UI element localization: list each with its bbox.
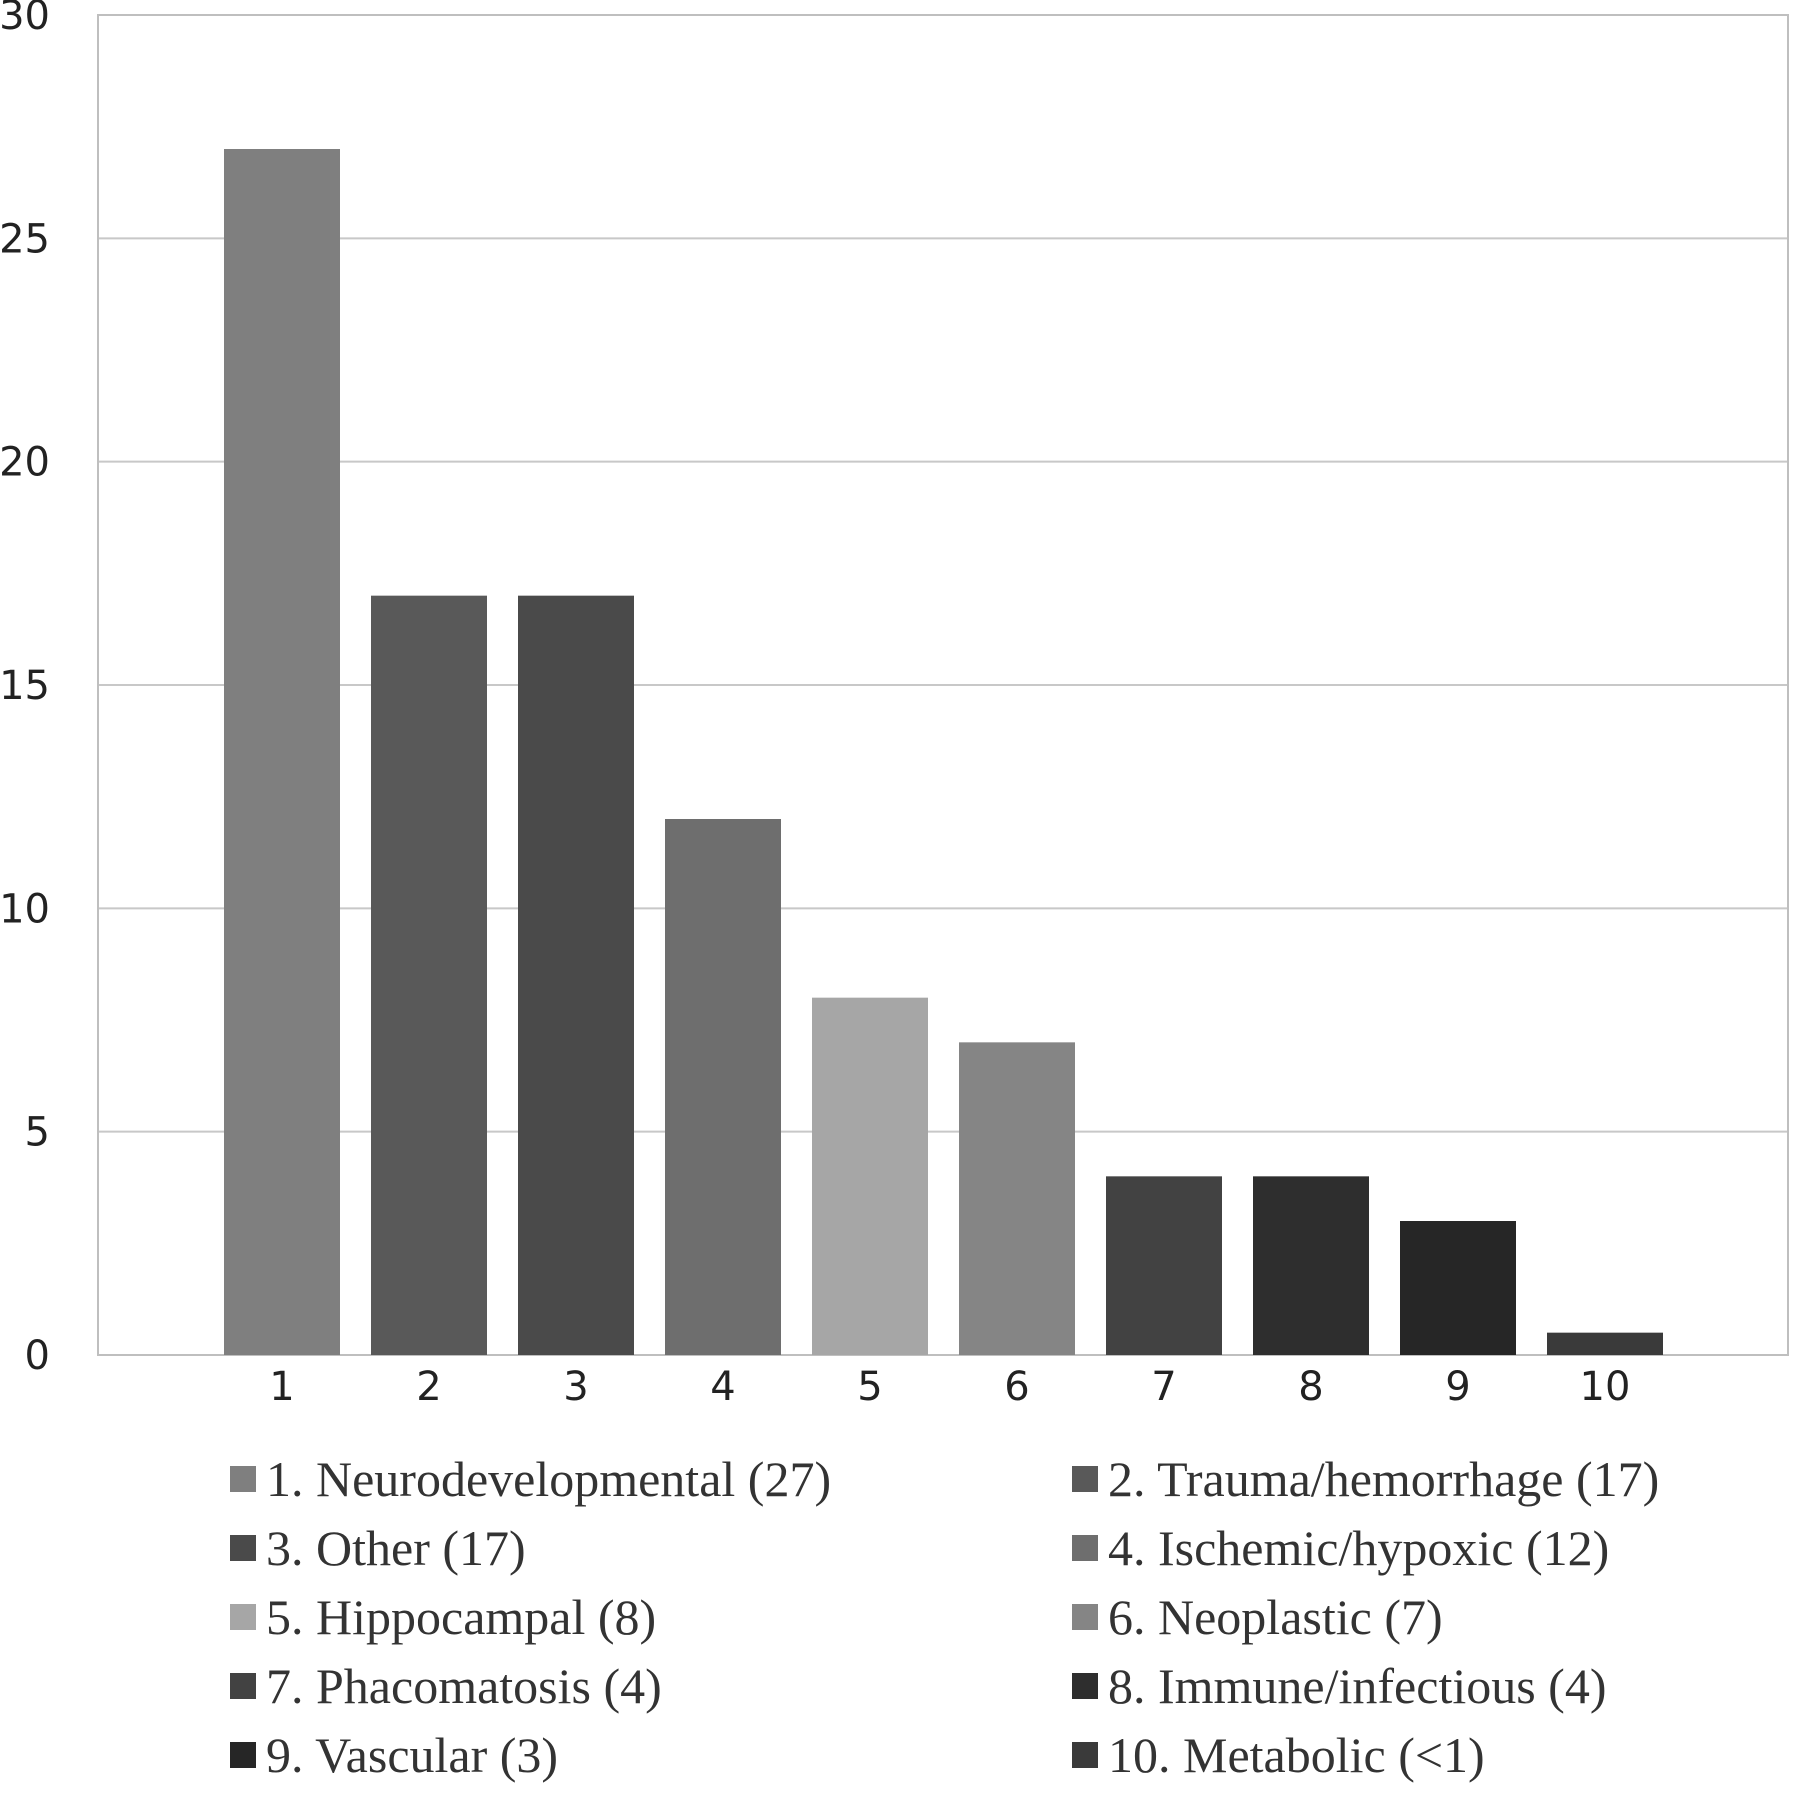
y-tick-label: 0 xyxy=(25,1333,50,1379)
legend-swatch xyxy=(230,1742,256,1768)
bar-8 xyxy=(1253,1176,1369,1355)
bar-3 xyxy=(518,595,634,1355)
legend-item: 2. Trauma/hemorrhage (17) xyxy=(1072,1450,1659,1508)
legend-swatch xyxy=(1072,1535,1098,1561)
x-tick-label: 8 xyxy=(1298,1364,1323,1410)
bar-6 xyxy=(959,1042,1075,1355)
y-tick-label: 30 xyxy=(0,0,50,39)
legend-label: 2. Trauma/hemorrhage (17) xyxy=(1108,1451,1660,1507)
legend-item: 9. Vascular (3) xyxy=(230,1726,558,1784)
x-tick-label: 2 xyxy=(416,1364,441,1410)
x-tick-label: 10 xyxy=(1580,1364,1631,1410)
legend-item: 4. Ischemic/hypoxic (12) xyxy=(1072,1519,1609,1577)
legend-label: 9. Vascular (3) xyxy=(266,1727,559,1783)
x-tick-label: 5 xyxy=(857,1364,882,1410)
legend-item: 7. Phacomatosis (4) xyxy=(230,1657,662,1715)
x-tick-label: 3 xyxy=(563,1364,588,1410)
bar-2 xyxy=(371,595,487,1355)
plot-frame xyxy=(97,14,1789,1356)
x-tick-label: 6 xyxy=(1004,1364,1029,1410)
legend-swatch xyxy=(230,1535,256,1561)
y-tick-label: 20 xyxy=(0,440,50,486)
y-tick-label: 10 xyxy=(0,886,50,932)
y-axis-ticks: 0 5 10 15 20 25 30 xyxy=(0,0,50,1379)
bar-9 xyxy=(1400,1221,1516,1355)
legend-item: 5. Hippocampal (8) xyxy=(230,1588,656,1646)
bar-1 xyxy=(224,149,340,1355)
legend-label: 10. Metabolic (<1) xyxy=(1108,1727,1485,1783)
legend-swatch xyxy=(1072,1673,1098,1699)
x-tick-label: 7 xyxy=(1151,1364,1176,1410)
legend: 1. Neurodevelopmental (27) 2. Trauma/hemo… xyxy=(0,1450,1794,1800)
legend-item: 6. Neoplastic (7) xyxy=(1072,1588,1443,1646)
legend-swatch xyxy=(230,1604,256,1630)
legend-swatch xyxy=(230,1466,256,1492)
y-tick-label: 25 xyxy=(0,216,50,262)
legend-label: 7. Phacomatosis (4) xyxy=(266,1658,662,1714)
legend-label: 6. Neoplastic (7) xyxy=(1108,1589,1443,1645)
y-tick-label: 5 xyxy=(25,1110,50,1156)
legend-label: 4. Ischemic/hypoxic (12) xyxy=(1108,1520,1610,1576)
x-tick-label: 4 xyxy=(710,1364,735,1410)
bar-chart: 0 5 10 15 20 25 30 1 2 3 4 5 6 7 8 9 10 xyxy=(0,0,1789,1410)
bar-7 xyxy=(1106,1176,1222,1355)
legend-item: 1. Neurodevelopmental (27) xyxy=(230,1450,831,1508)
x-tick-label: 1 xyxy=(269,1364,294,1410)
legend-swatch xyxy=(1072,1604,1098,1630)
legend-item: 8. Immune/infectious (4) xyxy=(1072,1657,1607,1715)
bar-10 xyxy=(1547,1332,1663,1355)
legend-label: 3. Other (17) xyxy=(266,1520,526,1576)
bars xyxy=(224,149,1663,1355)
legend-swatch xyxy=(1072,1742,1098,1768)
bar-5 xyxy=(812,997,928,1355)
legend-swatch xyxy=(230,1673,256,1699)
legend-label: 1. Neurodevelopmental (27) xyxy=(266,1451,832,1507)
gridlines xyxy=(98,237,1788,1133)
y-tick-label: 15 xyxy=(0,663,50,709)
x-tick-label: 9 xyxy=(1445,1364,1470,1410)
legend-label: 5. Hippocampal (8) xyxy=(266,1589,657,1645)
bar-4 xyxy=(665,819,781,1355)
legend-item: 3. Other (17) xyxy=(230,1519,526,1577)
legend-label: 8. Immune/infectious (4) xyxy=(1108,1658,1607,1714)
legend-item: 10. Metabolic (<1) xyxy=(1072,1726,1485,1784)
x-axis-ticks: 1 2 3 4 5 6 7 8 9 10 xyxy=(269,1364,1630,1410)
legend-swatch xyxy=(1072,1466,1098,1492)
